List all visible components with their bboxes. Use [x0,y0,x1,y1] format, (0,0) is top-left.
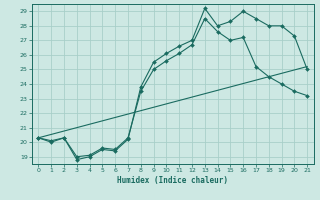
X-axis label: Humidex (Indice chaleur): Humidex (Indice chaleur) [117,176,228,185]
